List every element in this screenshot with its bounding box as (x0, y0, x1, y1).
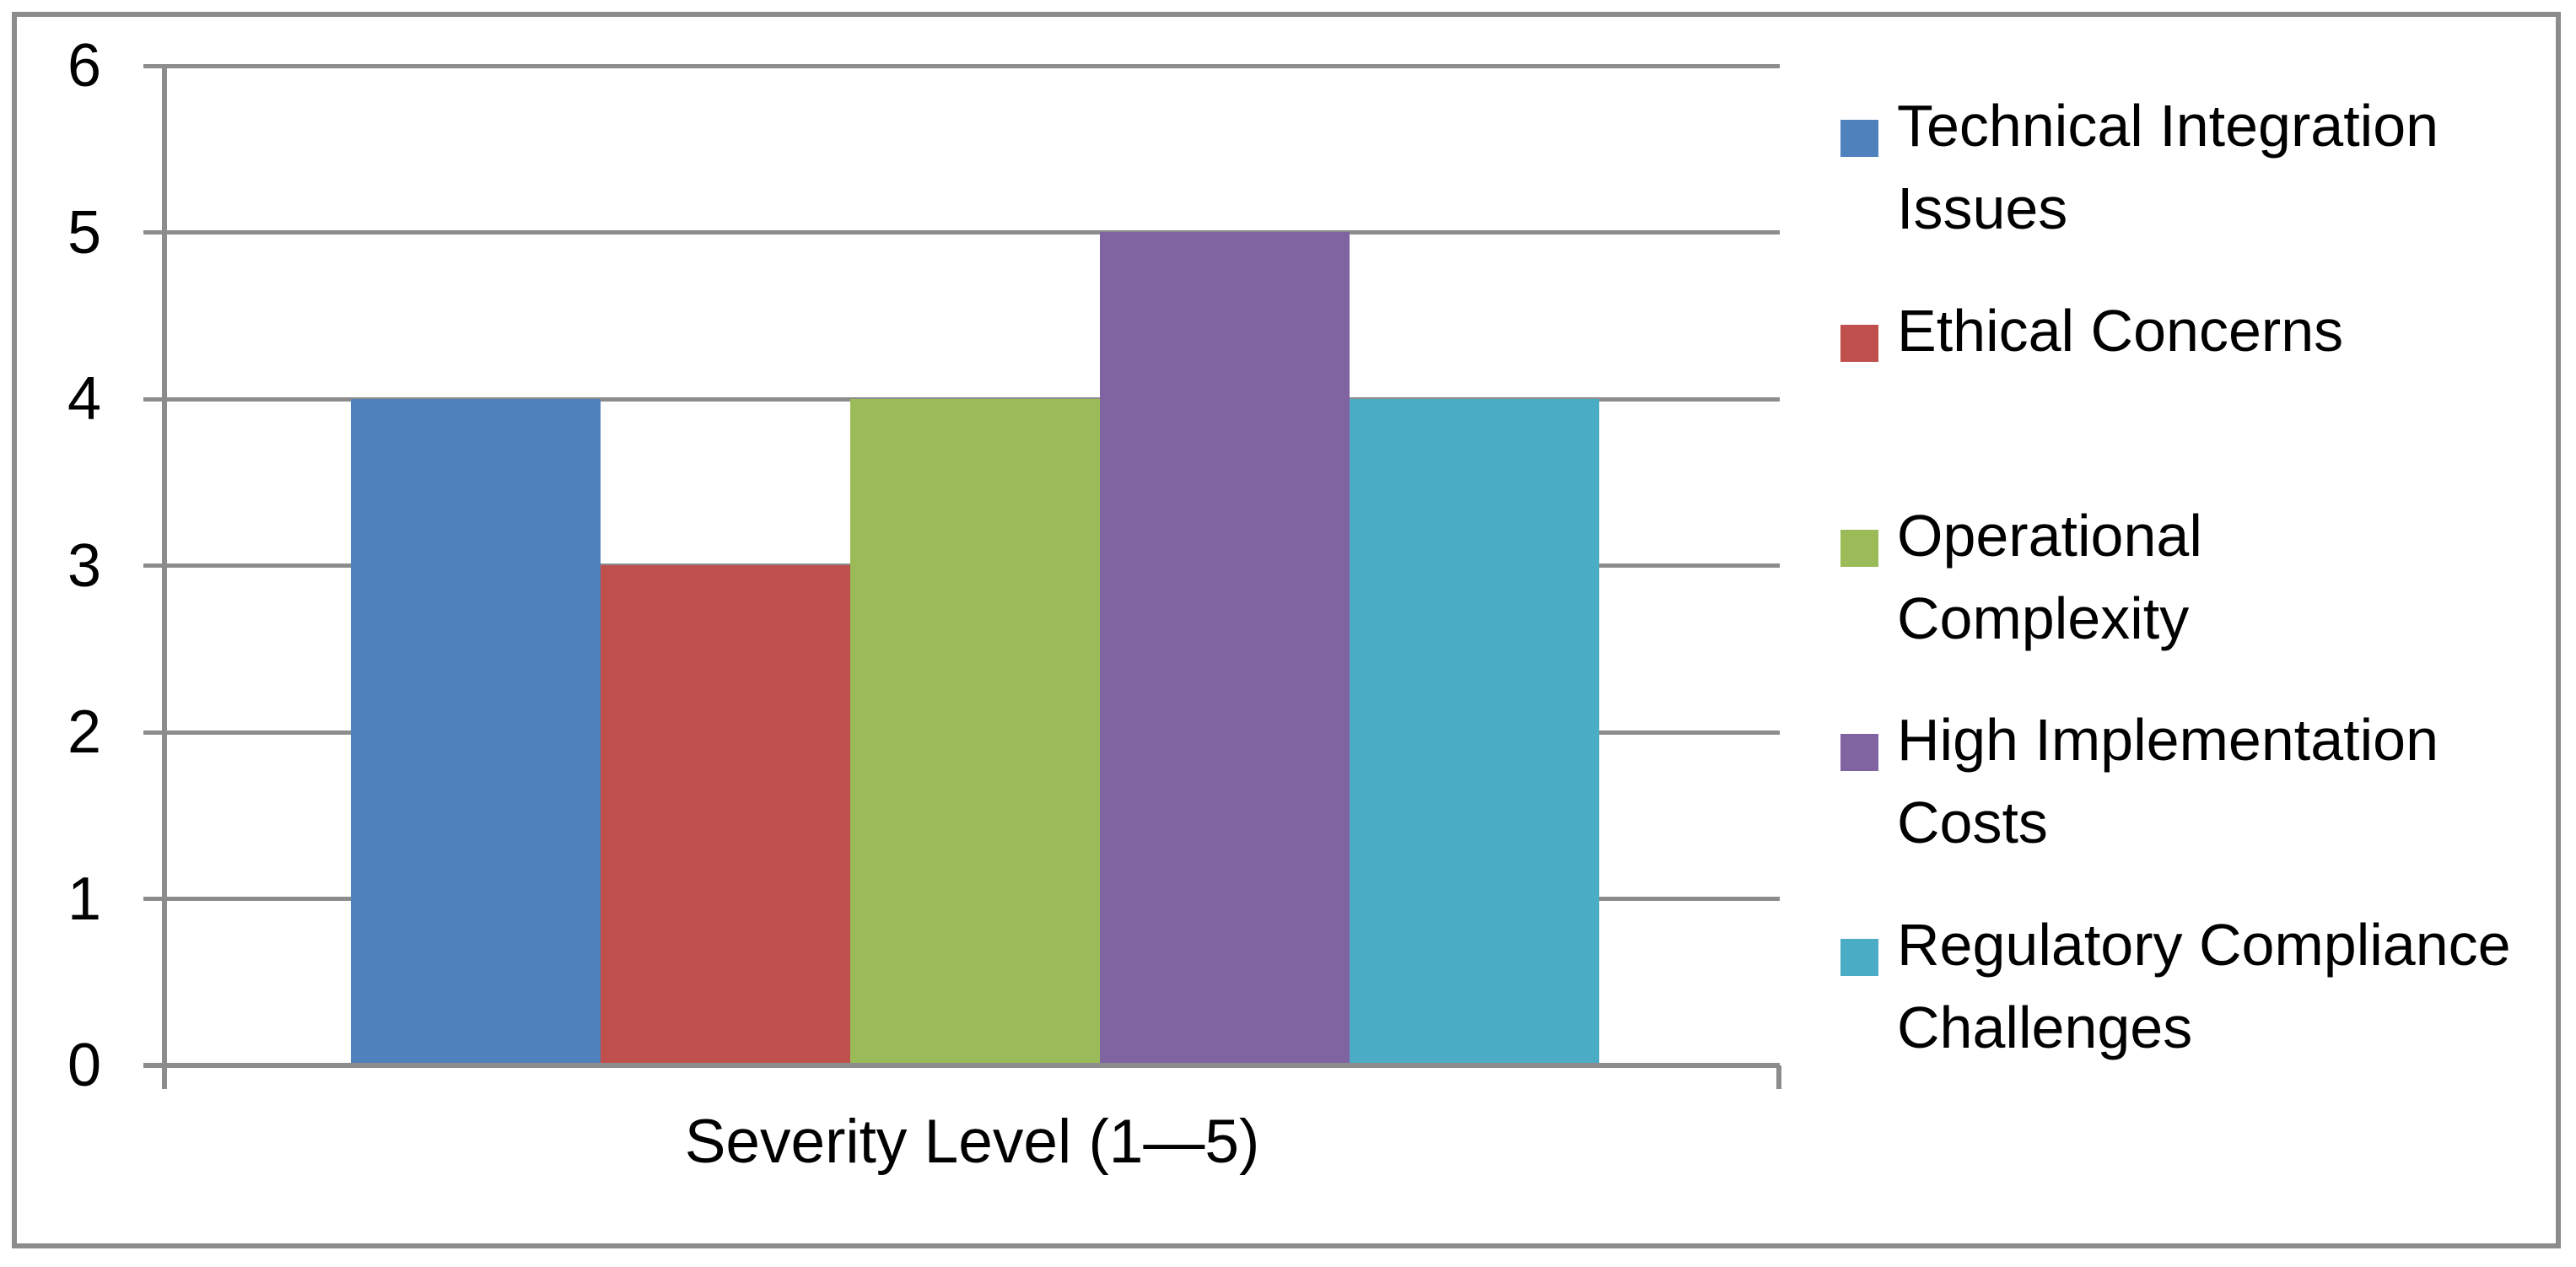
legend-swatch-operational-complexity (1840, 530, 1878, 567)
legend-item-technical-integration-issues: Technical Integration Issues (1840, 84, 2439, 250)
legend-label-line: Ethical Concerns (1897, 298, 2344, 364)
y-tick-label-2: 2 (67, 698, 101, 766)
bar-regulatory-compliance-challenges (1350, 399, 1599, 1065)
legend-item-high-implementation-costs: High Implementation Costs (1840, 698, 2439, 864)
bar-operational-complexity (850, 399, 1100, 1065)
y-tick-label-4: 4 (67, 365, 101, 433)
y-tick-label-0: 0 (67, 1032, 101, 1099)
y-tick-label-6: 6 (67, 32, 101, 100)
legend-label-line: High Implementation (1897, 707, 2439, 773)
y-tick-label-5: 5 (67, 199, 101, 267)
y-tick-label-3: 3 (67, 532, 101, 600)
y-axis-line (162, 64, 167, 1089)
gridline-y5 (143, 230, 1780, 235)
gridline-y6 (143, 64, 1780, 68)
bar-technical-integration-issues (351, 399, 601, 1065)
legend-label-line: Operational (1897, 503, 2202, 569)
legend-label-line: Costs (1897, 790, 2048, 855)
legend-label-line: Challenges (1897, 995, 2193, 1060)
legend-label-regulatory-compliance-challenges: Regulatory Compliance Challenges (1897, 903, 2511, 1069)
legend-label-operational-complexity: Operational Complexity (1897, 494, 2202, 660)
legend-label-line: Technical Integration (1897, 93, 2439, 159)
legend-item-regulatory-compliance-challenges: Regulatory Compliance Challenges (1840, 903, 2511, 1069)
legend-item-operational-complexity: Operational Complexity (1840, 494, 2202, 660)
legend-label-line: Issues (1897, 175, 2068, 241)
legend-swatch-high-implementation-costs (1840, 734, 1878, 771)
chart-border-frame (12, 12, 2561, 1248)
x-axis-title: Severity Level (1—5) (684, 1108, 1260, 1176)
legend-label-high-implementation-costs: High Implementation Costs (1897, 698, 2439, 864)
legend-label-technical-integration-issues: Technical Integration Issues (1897, 84, 2439, 250)
x-axis-line (143, 1063, 1780, 1068)
x-axis-end-tick (1776, 1065, 1781, 1089)
legend-swatch-ethical-concerns (1840, 325, 1878, 362)
bar-high-implementation-costs (1100, 232, 1350, 1065)
bar-ethical-concerns (601, 565, 850, 1065)
legend-label-ethical-concerns: Ethical Concerns (1897, 289, 2343, 372)
legend-item-ethical-concerns: Ethical Concerns (1840, 289, 2343, 372)
legend-label-line: Complexity (1897, 585, 2190, 651)
legend-swatch-regulatory-compliance-challenges (1840, 939, 1878, 976)
legend-label-line: Regulatory Compliance (1897, 912, 2511, 978)
legend-swatch-technical-integration-issues (1840, 120, 1878, 157)
y-tick-label-1: 1 (67, 865, 101, 933)
